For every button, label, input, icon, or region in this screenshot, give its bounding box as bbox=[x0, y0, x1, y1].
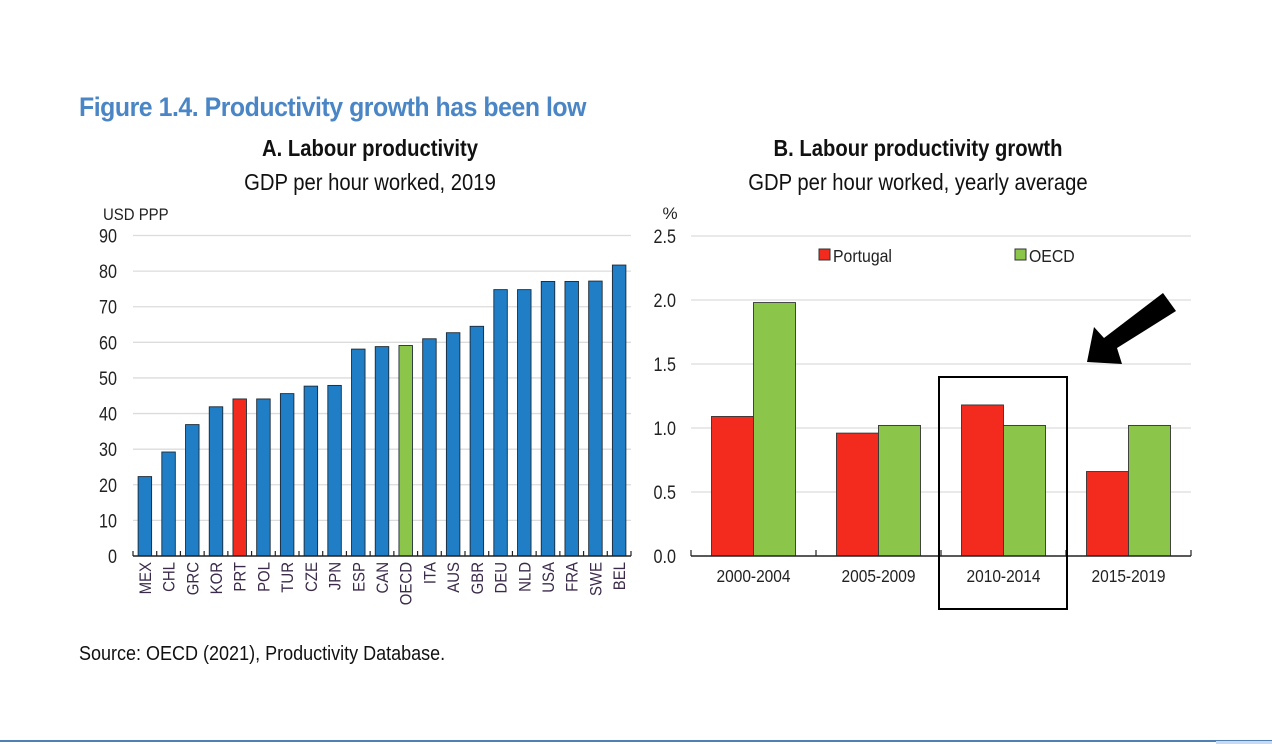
y-tick-label: 2.0 bbox=[654, 290, 677, 312]
bar-mex bbox=[137, 476, 153, 557]
bar-swe bbox=[588, 280, 603, 557]
bar-oecd-2000-2004 bbox=[753, 302, 796, 557]
x-tick-label: GBR bbox=[469, 562, 487, 594]
bar-portugal-2010-2014 bbox=[961, 404, 1004, 557]
x-tick-label: ITA bbox=[422, 562, 440, 584]
bar-pol bbox=[256, 398, 271, 557]
y-tick-label: 2.5 bbox=[654, 226, 677, 248]
y-tick-label: 20 bbox=[99, 475, 117, 497]
bottom-divider bbox=[0, 740, 1272, 742]
y-tick-label: 0.0 bbox=[654, 546, 677, 568]
bar-usa bbox=[540, 280, 556, 557]
bar-chl bbox=[161, 451, 176, 557]
bar-fra bbox=[564, 280, 579, 557]
bar-oecd-2015-2019 bbox=[1128, 424, 1171, 557]
y-tick-label: 40 bbox=[99, 403, 117, 425]
x-tick-label: TUR bbox=[279, 562, 297, 593]
bar-aus bbox=[445, 332, 461, 557]
y-tick-label: 50 bbox=[99, 368, 117, 390]
x-tick-label: GRC bbox=[184, 562, 202, 595]
x-tick-label: CHL bbox=[161, 562, 179, 592]
x-tick-label: PRT bbox=[232, 562, 250, 592]
bar-oecd bbox=[398, 345, 413, 557]
x-tick-label: 2010-2014 bbox=[967, 566, 1041, 586]
arrow-icon bbox=[1087, 293, 1176, 364]
x-tick-label: JPN bbox=[327, 562, 345, 590]
x-tick-label: 2000-2004 bbox=[717, 566, 791, 586]
y-tick-label: 30 bbox=[99, 439, 117, 461]
y-tick-label: 0 bbox=[108, 546, 117, 568]
bar-oecd-2010-2014 bbox=[1003, 424, 1046, 557]
bar-cze bbox=[303, 385, 319, 557]
y-axis-label: % bbox=[662, 204, 677, 223]
chart-labour-productivity-growth: % 0.0 0.5 1.0 1.5 2.0 2.5 2000-2004 2005-2009 201… bbox=[654, 204, 1192, 586]
bar-portugal-2015-2019 bbox=[1086, 471, 1129, 557]
bar-jpn bbox=[327, 384, 342, 557]
bottom-tab bbox=[1216, 741, 1272, 744]
x-tick-label: BEL bbox=[611, 562, 629, 590]
x-tick-label: OECD bbox=[398, 562, 416, 605]
x-tick-label: USA bbox=[540, 562, 558, 593]
legend-label-oecd: OECD bbox=[1029, 246, 1075, 266]
panel-b-subtitle: GDP per hour worked, yearly average bbox=[748, 169, 1088, 195]
y-tick-label: 1.0 bbox=[654, 418, 677, 440]
x-tick-label: DEU bbox=[493, 562, 511, 594]
x-tick-label: FRA bbox=[564, 562, 582, 592]
bar-nld bbox=[517, 289, 532, 557]
bar-deu bbox=[493, 289, 508, 557]
bar-grc bbox=[185, 424, 200, 557]
x-tick-label: CAN bbox=[374, 562, 392, 594]
source-note: Source: OECD (2021), Productivity Databa… bbox=[79, 643, 446, 665]
panel-b-title: B. Labour productivity growth bbox=[773, 135, 1063, 161]
bar-oecd-2005-2009 bbox=[878, 424, 921, 557]
panel-a-subtitle: GDP per hour worked, 2019 bbox=[244, 169, 496, 195]
highlight-box bbox=[938, 376, 1068, 610]
x-tick-label: CZE bbox=[303, 562, 321, 592]
y-tick-label: 0.5 bbox=[654, 482, 677, 504]
y-tick-label: 1.5 bbox=[654, 354, 677, 376]
x-tick-label: AUS bbox=[445, 562, 463, 593]
x-tick-label: KOR bbox=[208, 562, 226, 594]
bar-gbr bbox=[469, 325, 485, 557]
bar-tur bbox=[279, 393, 295, 557]
bar-kor bbox=[208, 406, 224, 557]
y-axis-label: USD PPP bbox=[103, 206, 169, 224]
x-tick-label: POL bbox=[256, 562, 274, 592]
x-tick-label: 2005-2009 bbox=[842, 566, 916, 586]
x-tick-label: MEX bbox=[137, 562, 155, 595]
chart-labour-productivity: USD PPP 0 10 20 30 40 50 60 70 80 90 MEX CHL GRC KOR PR… bbox=[99, 206, 632, 605]
bar-prt bbox=[232, 398, 247, 557]
bar-esp bbox=[351, 348, 366, 557]
legend-swatch-oecd bbox=[1014, 248, 1027, 261]
legend-label-portugal: Portugal bbox=[833, 246, 892, 266]
bar-bel bbox=[611, 264, 627, 557]
bar-ita bbox=[422, 338, 437, 557]
bar-portugal-2000-2004 bbox=[711, 416, 754, 557]
bar-portugal-2005-2009 bbox=[836, 432, 879, 557]
x-tick-label: NLD bbox=[516, 562, 534, 592]
panel-a-title: A. Labour productivity bbox=[262, 135, 478, 161]
x-tick-label: ESP bbox=[350, 562, 368, 592]
y-tick-label: 70 bbox=[99, 296, 117, 318]
y-tick-label: 60 bbox=[99, 332, 117, 354]
x-tick-label: SWE bbox=[588, 562, 606, 596]
y-tick-label: 80 bbox=[99, 261, 117, 283]
y-tick-label: 90 bbox=[99, 225, 117, 247]
annotations bbox=[938, 293, 1176, 610]
legend-swatch-portugal bbox=[818, 248, 831, 261]
bar-can bbox=[374, 346, 390, 557]
figure-title: Figure 1.4. Productivity growth has been… bbox=[79, 92, 587, 122]
y-tick-label: 10 bbox=[99, 510, 117, 532]
x-tick-label: 2015-2019 bbox=[1092, 566, 1166, 586]
